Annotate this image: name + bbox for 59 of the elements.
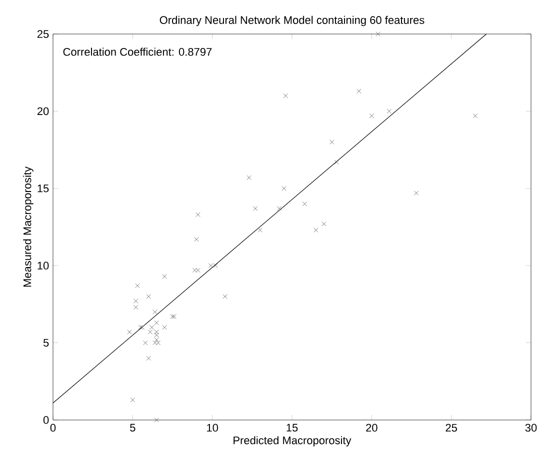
x-tick-label: 30: [525, 424, 537, 432]
x-tick-label: 25: [446, 424, 457, 432]
y-tick-label: 0: [43, 416, 49, 424]
point: [414, 190, 419, 196]
point: [246, 175, 252, 180]
point: [135, 283, 140, 288]
point: [253, 206, 258, 211]
point: [146, 356, 151, 361]
point: [152, 340, 158, 346]
point: [322, 222, 326, 226]
x-tick-label: 15: [286, 424, 298, 432]
x-tick-label: 10: [207, 424, 218, 432]
point: [162, 325, 167, 330]
point: [140, 325, 145, 330]
annotation: Correlation Coefficient: 0.8797: [63, 48, 212, 56]
point: [154, 320, 159, 326]
point: [194, 237, 199, 242]
point: [282, 186, 286, 191]
point: [283, 93, 288, 98]
point: [162, 274, 167, 279]
point: [258, 228, 262, 232]
point: [330, 140, 334, 144]
point: [154, 337, 159, 342]
point: [369, 114, 374, 118]
point: [192, 268, 198, 273]
y-tick-label: 20: [37, 107, 49, 116]
point: [143, 340, 148, 346]
point: [156, 340, 160, 346]
point: [196, 212, 200, 217]
point: [222, 294, 228, 299]
point: [127, 330, 132, 334]
point: [196, 268, 200, 273]
x-tick-label: 5: [130, 424, 136, 432]
y-tick-label: 25: [37, 30, 49, 38]
point: [138, 325, 143, 330]
x-axis-title: Predicted Macroporosity: [234, 436, 352, 446]
x-tick-label: 0: [50, 424, 56, 432]
point: [472, 114, 478, 118]
x-tick-label: 20: [366, 424, 378, 432]
point: [302, 202, 308, 206]
y-tick-label: 15: [38, 184, 49, 192]
point: [356, 88, 362, 94]
point: [149, 325, 154, 330]
point: [334, 160, 339, 164]
y-tick-label: 10: [38, 262, 49, 270]
point: [386, 108, 392, 114]
chart-title: Ordinary Neural Network Model containing 60 features: [160, 16, 424, 26]
point: [152, 310, 158, 314]
point: [146, 294, 151, 299]
point: [154, 332, 159, 338]
point: [314, 228, 318, 232]
point: [134, 298, 138, 304]
point: [276, 206, 282, 211]
y-tick-label: 5: [43, 338, 49, 347]
y-axis-title: Measured Macroporosity: [23, 166, 34, 287]
point: [134, 304, 138, 310]
point: [376, 32, 380, 36]
point: [154, 418, 159, 422]
point: [130, 398, 135, 402]
